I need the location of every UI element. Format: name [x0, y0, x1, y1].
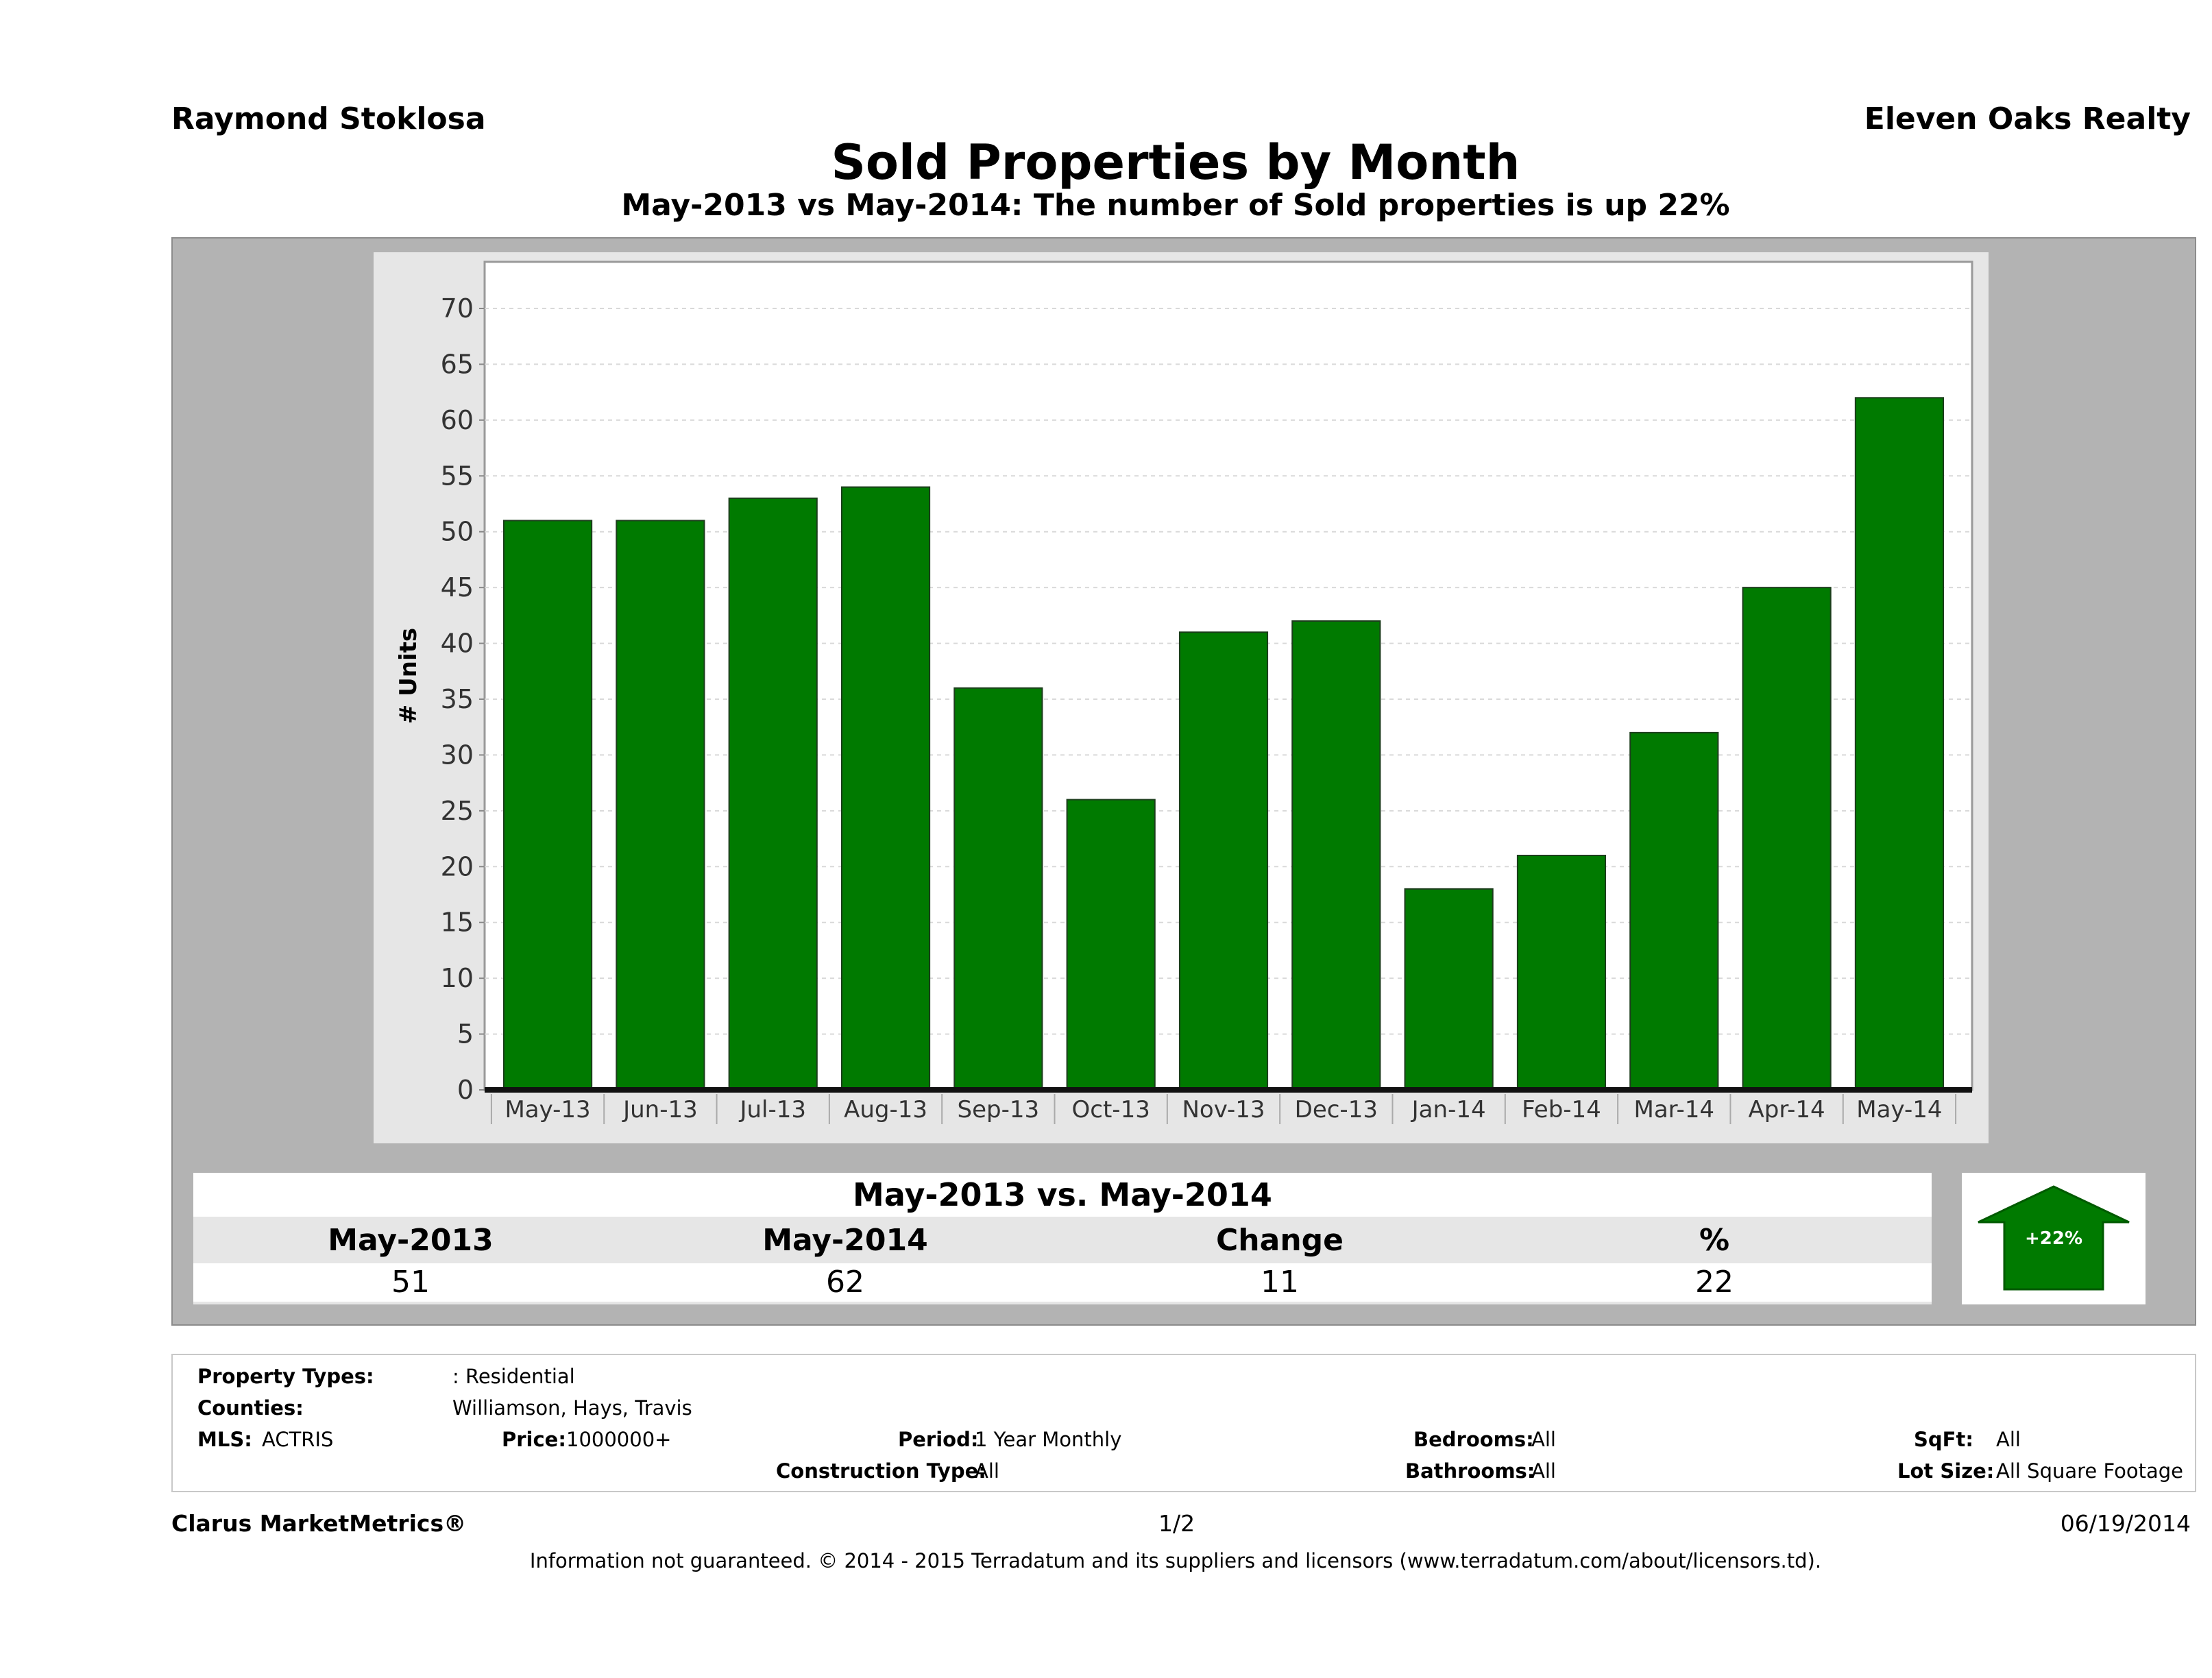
bar-jan-14 [1404, 888, 1494, 1091]
x-tick-label: Mar-14 [1634, 1096, 1715, 1123]
y-tick-label: 50 [441, 517, 474, 547]
bar-sep-13 [953, 687, 1043, 1091]
bar-chart: 0 5 10 15 20 25 30 35 40 45 50 55 60 65 70 May-13 Jun-13… [395, 260, 1973, 1124]
page-number: 1/2 [1158, 1510, 1195, 1537]
y-tick-label: 20 [441, 851, 474, 881]
x-tick-label: Sep-13 [958, 1096, 1040, 1123]
construction-type-value: All [975, 1459, 999, 1483]
y-tick-label: 35 [441, 684, 474, 714]
summary-value-percent: 22 [1695, 1265, 1734, 1300]
y-tick-label: 70 [441, 293, 474, 324]
x-tick-label: Oct-13 [1072, 1096, 1150, 1123]
x-tick-label: Feb-14 [1522, 1096, 1601, 1123]
price-label: Price: [502, 1428, 566, 1451]
y-tick-label: 40 [441, 629, 474, 659]
summary-col-percent: % [1699, 1223, 1730, 1258]
summary-value-change: 11 [1261, 1265, 1299, 1300]
x-tick-label: Jan-14 [1411, 1096, 1486, 1123]
up-arrow-icon: +22% [1978, 1185, 2130, 1291]
bar-jul-13 [728, 497, 818, 1091]
bar-may-13 [503, 520, 593, 1091]
bar-jun-13 [616, 520, 705, 1091]
chart-frame: 0 5 10 15 20 25 30 35 40 45 50 55 60 65 70 May-13 Jun-13… [374, 252, 1989, 1143]
x-tick-label: Jul-13 [738, 1096, 806, 1123]
property-types-label: Property Types: [197, 1365, 374, 1388]
axes: 0 5 10 15 20 25 30 35 40 45 50 55 60 65 70 May-13 Jun-13… [441, 293, 1972, 1124]
y-tick-label: 45 [441, 572, 474, 603]
y-tick-label: 15 [441, 908, 474, 938]
y-tick-label: 55 [441, 461, 474, 491]
bar-mar-14 [1629, 731, 1719, 1091]
bathrooms-label: Bathrooms: [1405, 1459, 1535, 1483]
x-tick-label: Apr-14 [1749, 1096, 1825, 1123]
summary-table: May-2013 vs. May-2014 May-2013 May-2014 … [193, 1173, 1932, 1304]
bar-may-14 [1854, 397, 1945, 1091]
bedrooms-value: All [1531, 1428, 1556, 1451]
summary-col-may-2014: May-2014 [762, 1223, 928, 1258]
summary-heading: May-2013 vs. May-2014 [853, 1176, 1272, 1213]
sqft-value: All [1996, 1428, 2021, 1451]
company-name: Eleven Oaks Realty [1864, 101, 2191, 136]
mls-value: ACTRIS [262, 1428, 334, 1451]
bar-oct-13 [1066, 799, 1156, 1091]
summary-heading-row [193, 1173, 1932, 1217]
bar-dec-13 [1291, 620, 1381, 1091]
report-date: 06/19/2014 [2060, 1510, 2191, 1537]
y-tick-label: 5 [457, 1019, 474, 1049]
page-title: Sold Properties by Month [831, 134, 1520, 191]
y-tick-label: 10 [441, 963, 474, 993]
bar-aug-13 [840, 486, 931, 1091]
x-tick-label: May-14 [1856, 1096, 1942, 1123]
disclaimer: Information not guaranteed. © 2014 - 201… [529, 1549, 1822, 1572]
summary-col-may-2013: May-2013 [328, 1223, 494, 1258]
property-types-value: : Residential [452, 1365, 575, 1388]
change-badge: +22% [1962, 1173, 2146, 1304]
sqft-label: SqFt: [1914, 1428, 1973, 1451]
lot-size-value: All Square Footage [1996, 1459, 2184, 1483]
summary-col-change: Change [1216, 1223, 1344, 1258]
search-criteria: Property Types: : Residential Counties: … [171, 1354, 2196, 1492]
page-subtitle: May-2013 vs May-2014: The number of Sold… [621, 188, 1730, 223]
summary-values-row [193, 1263, 1932, 1302]
x-tick-label: Dec-13 [1295, 1096, 1378, 1123]
x-tick-label: Aug-13 [844, 1096, 927, 1123]
counties-label: Counties: [197, 1396, 304, 1420]
construction-type-label: Construction Type: [776, 1459, 986, 1483]
footer-brand: Clarus MarketMetrics® [171, 1510, 467, 1537]
mls-label: MLS: [197, 1428, 252, 1451]
period-label: Period: [898, 1428, 979, 1451]
x-tick-label: Nov-13 [1182, 1096, 1265, 1123]
y-axis-label: # Units [395, 628, 422, 724]
y-tick-label: 60 [441, 405, 474, 435]
y-tick-label: 30 [441, 740, 474, 770]
bathrooms-value: All [1531, 1459, 1556, 1483]
bars [503, 397, 1945, 1091]
y-tick-label: 65 [441, 349, 474, 379]
x-tick-label: May-13 [505, 1096, 590, 1123]
bar-feb-14 [1516, 855, 1607, 1091]
bedrooms-label: Bedrooms: [1413, 1428, 1534, 1451]
price-value: 1000000+ [566, 1428, 672, 1451]
bar-apr-14 [1742, 587, 1832, 1091]
period-value: 1 Year Monthly [975, 1428, 1122, 1451]
summary-value-may-2013: 51 [391, 1265, 430, 1300]
y-tick-label: 0 [457, 1075, 474, 1105]
counties-value: Williamson, Hays, Travis [452, 1396, 692, 1420]
agent-name: Raymond Stoklosa [171, 101, 486, 136]
change-badge-label: +22% [2025, 1228, 2082, 1249]
bar-nov-13 [1178, 631, 1269, 1091]
x-tick-label: Jun-13 [622, 1096, 698, 1123]
y-tick-label: 25 [441, 796, 474, 826]
summary-value-may-2014: 62 [826, 1265, 864, 1300]
lot-size-label: Lot Size: [1897, 1459, 1995, 1483]
